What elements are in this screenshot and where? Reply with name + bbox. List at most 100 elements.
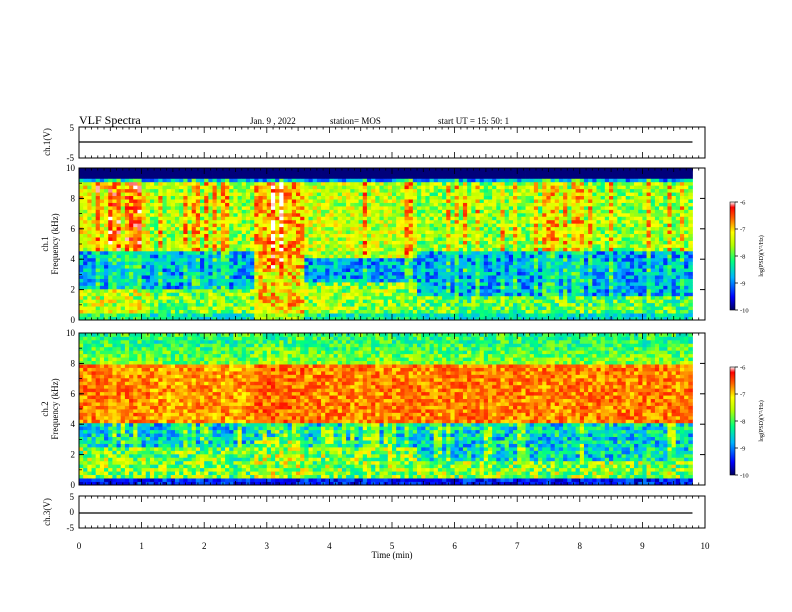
spectrogram-cell xyxy=(479,271,485,276)
spectrogram-cell xyxy=(225,199,230,203)
spectrogram-cell xyxy=(362,230,368,235)
spectrogram-cell xyxy=(208,216,213,221)
spectrogram-cell xyxy=(350,178,355,183)
spectrogram-cell xyxy=(79,244,84,248)
spectrogram-cell xyxy=(496,206,501,210)
spectrogram-cell xyxy=(258,195,264,200)
spectrogram-cell xyxy=(304,192,309,197)
spectrogram-cell xyxy=(333,309,339,314)
spectrogram-cell xyxy=(283,171,289,176)
spectrogram-cell xyxy=(396,181,401,186)
spectrogram-cell xyxy=(116,219,122,224)
spectrogram-cell xyxy=(479,212,485,217)
spectrogram-cell xyxy=(412,264,418,269)
spectrogram-cell xyxy=(187,268,193,273)
spectrogram-cell xyxy=(404,181,410,186)
spectrogram-cell xyxy=(429,168,435,172)
spectrogram-cell xyxy=(154,282,159,286)
spectrogram-cell xyxy=(179,212,184,217)
spectrogram-cell xyxy=(350,316,355,320)
spectrogram-cell xyxy=(421,192,426,197)
spectrogram-cell xyxy=(425,240,430,245)
spectrogram-cell xyxy=(141,247,147,252)
spectrogram-cell xyxy=(400,206,405,210)
spectrogram-cell xyxy=(458,206,464,210)
spectrogram-cell xyxy=(241,275,247,279)
spectrogram-cell xyxy=(200,295,205,300)
spectrogram-cell xyxy=(487,244,493,248)
spectrogram-cell xyxy=(346,209,351,214)
spectrogram-cell xyxy=(191,316,197,320)
spectrogram-cell xyxy=(208,192,213,197)
spectrogram-cell xyxy=(492,195,497,200)
spectrogram-cell xyxy=(371,278,376,283)
spectrogram-cell xyxy=(425,278,430,283)
spectrogram-cell xyxy=(437,233,443,238)
spectrogram-cell xyxy=(358,282,364,286)
spectrogram-cell xyxy=(454,168,460,172)
spectrogram-cell xyxy=(283,185,289,190)
spectrogram-cell xyxy=(437,199,443,203)
spectrogram-cell xyxy=(179,250,184,255)
spectrogram-cell xyxy=(437,264,443,269)
spectrogram-cell xyxy=(517,185,522,190)
spectrogram-cell xyxy=(191,219,197,224)
spectrogram-cell xyxy=(304,250,309,255)
spectrogram-cell xyxy=(471,199,476,203)
spectrogram-cell xyxy=(362,309,368,314)
spectrogram-cell xyxy=(279,313,284,317)
spectrogram-cell xyxy=(487,299,493,304)
spectrogram-cell xyxy=(392,223,397,228)
spectrogram-cell xyxy=(112,240,117,245)
spectrogram-cell xyxy=(446,292,451,297)
spectrogram-cell xyxy=(483,240,489,245)
spectrogram-cell xyxy=(258,295,264,300)
spectrogram-cell xyxy=(183,250,188,255)
spectrogram-cell xyxy=(475,254,481,259)
spectrogram-cell xyxy=(417,288,422,293)
spectrogram-cell xyxy=(517,295,522,300)
spectrogram-cell xyxy=(521,257,526,262)
spectrogram-cell xyxy=(275,285,280,290)
spectrogram-cell xyxy=(379,316,385,320)
spectrogram-cell xyxy=(513,192,518,197)
spectrogram-cell xyxy=(513,206,518,210)
spectrogram-cell xyxy=(412,230,418,235)
spectrogram-cell xyxy=(346,268,351,273)
spectrogram-cell xyxy=(162,223,168,228)
spectrogram-cell xyxy=(487,219,493,224)
spectrogram-cell xyxy=(446,254,451,259)
spectrogram-cell xyxy=(162,199,168,203)
spectrogram-cell xyxy=(291,212,297,217)
spectrogram-cell xyxy=(254,316,259,320)
spectrogram-cell xyxy=(396,212,401,217)
spectrogram-cell xyxy=(137,212,142,217)
spectrogram-cell xyxy=(308,250,314,255)
spectrogram-cell xyxy=(346,240,351,245)
spectrogram-cell xyxy=(87,244,92,248)
spectrogram-cell xyxy=(91,181,97,186)
spectrogram-cell xyxy=(446,212,451,217)
spectrogram-cell xyxy=(383,237,389,241)
spectrogram-cell xyxy=(521,206,526,210)
spectrogram-cell xyxy=(483,230,489,235)
spectrogram-cell xyxy=(412,299,418,304)
spectrogram-cell xyxy=(379,212,385,217)
spectrogram-cell xyxy=(467,178,472,183)
spectrogram-cell xyxy=(513,261,518,266)
spectrogram-cell xyxy=(116,250,122,255)
spectrogram-cell xyxy=(250,240,255,245)
spectrogram-cell xyxy=(296,282,301,286)
spectrogram-cell xyxy=(316,295,322,300)
spectrogram-cell xyxy=(220,237,226,241)
spectrogram-cell xyxy=(87,282,92,286)
spectrogram-cell xyxy=(383,288,389,293)
spectrogram-cell xyxy=(287,174,293,179)
spectrogram-cell xyxy=(183,181,188,186)
spectrogram-cell xyxy=(266,244,272,248)
spectrogram-cell xyxy=(258,181,264,186)
spectrogram-cell xyxy=(412,278,418,283)
spectrogram-cell xyxy=(529,278,535,283)
spectrogram-cell xyxy=(216,278,222,283)
spectrogram-cell xyxy=(99,181,105,186)
